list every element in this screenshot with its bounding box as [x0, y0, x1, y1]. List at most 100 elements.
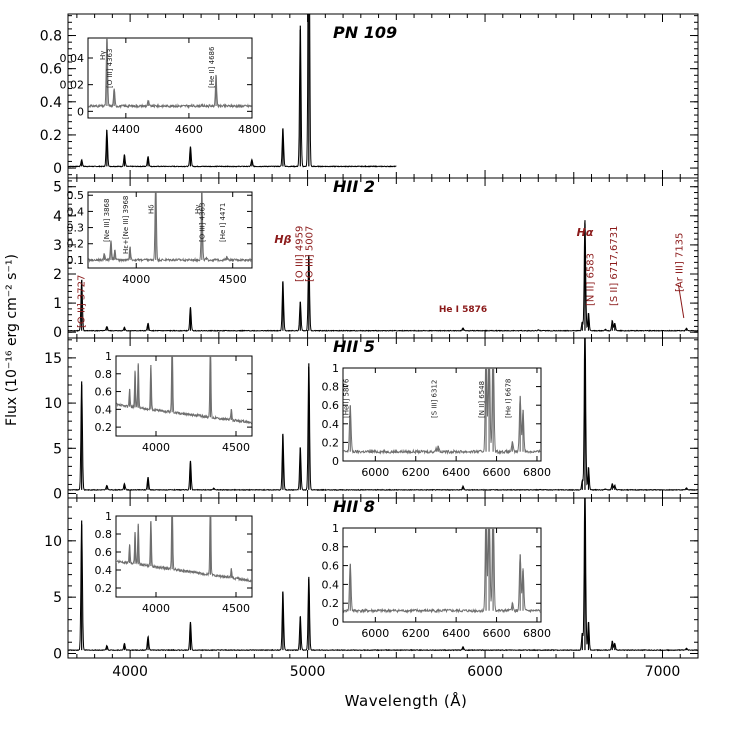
inset-x-tick-label: 6200	[402, 466, 430, 479]
inset-line-label: [He I] 5876	[342, 378, 350, 418]
inset-x-tick-label: 6600	[483, 627, 511, 640]
inset-y-tick-label: 0.4	[95, 564, 113, 577]
inset-y-tick-label: 0.04	[60, 52, 85, 65]
line-label: He I 5876	[439, 305, 487, 315]
x-tick-label: 6000	[467, 664, 503, 680]
inset-y-tick-label: 0.6	[322, 399, 340, 412]
line-label: [S II] 6717,6731	[609, 226, 620, 306]
panel-title: HII 5	[333, 337, 375, 356]
inset-x-tick-label: 6000	[361, 627, 389, 640]
inset-x-tick-label: 6400	[442, 627, 470, 640]
inset-x-tick-label: 4000	[142, 602, 170, 615]
y-tick-label: 0	[53, 486, 62, 502]
inset-y-tick-label: 0.8	[322, 381, 340, 394]
inset-x-tick-label: 4500	[222, 441, 250, 454]
inset-x-tick-label: 4000	[142, 441, 170, 454]
line-label: Hα	[577, 226, 594, 239]
inset-y-tick-label: 0.6	[322, 560, 340, 573]
inset-y-tick-label: 0.2	[95, 421, 113, 434]
inset-y-tick-label: 0.2	[67, 238, 85, 251]
inset-y-tick-label: 1	[105, 510, 112, 523]
inset-y-tick-label: 0.02	[60, 79, 85, 92]
panel-title: PN 109	[333, 23, 397, 42]
inset-y-tick-label: 0.2	[95, 582, 113, 595]
inset-x-tick-label: 6400	[442, 466, 470, 479]
inset-y-tick-label: 0.3	[67, 222, 85, 235]
inset-spectrum-hii5-2	[343, 368, 541, 455]
inset-y-tick-label: 0.5	[67, 189, 85, 202]
inset-line-label: Hε+[Ne III] 3968	[122, 196, 130, 254]
line-label: [N II] 6583	[586, 253, 597, 306]
panel-hii5: 0 5 10 15 HII 5 0.2 0.4 0.6 0.8 1 4000 4500 0 0.2 0.4 0…	[44, 337, 699, 502]
inset-y-tick-label: 0	[332, 455, 339, 468]
inset-line-label: Hγ	[99, 51, 107, 60]
inset-line-label: [He I] 4471	[219, 203, 227, 242]
y-axis-label: Flux (10⁻¹⁶ erg cm⁻² s⁻¹)	[4, 254, 20, 426]
line-label: Hβ	[274, 233, 291, 246]
inset-line-label: [O III] 4363	[198, 203, 206, 242]
inset-x-tick-label: 4400	[112, 123, 140, 136]
inset-y-tick-label: 1	[105, 350, 112, 363]
inset-x-tick-label: 4000	[122, 273, 150, 286]
line-label: [O III] 4959	[295, 226, 306, 282]
inset-y-tick-label: 0.1	[67, 254, 85, 267]
inset-x-tick-label: 6600	[483, 466, 511, 479]
inset-hii5-2: 0 0.2 0.4 0.6 0.8 1 6000 6200 6400 6600 6800 [He I]…	[322, 362, 551, 479]
line-label: [Ar III] 7135	[674, 233, 685, 292]
inset-spectrum-pn109-1	[88, 38, 252, 110]
inset-y-tick-label: 0.8	[95, 368, 113, 381]
inset-x-tick-label: 6000	[361, 466, 389, 479]
y-tick-label: 0	[53, 646, 62, 662]
x-tick-label: 5000	[290, 664, 326, 680]
y-tick-label: 0.6	[40, 62, 62, 78]
inset-line-label: [N II] 6548	[478, 381, 486, 418]
inset-y-tick-label: 0.2	[322, 597, 340, 610]
ar-iii-pointer	[677, 284, 685, 319]
y-tick-label: 0	[53, 325, 62, 341]
inset-y-tick-label: 0.6	[95, 546, 113, 559]
spectrum-hii5	[68, 338, 698, 492]
y-tick-label: 5	[53, 441, 62, 457]
y-tick-label: 0	[53, 161, 62, 177]
inset-line-label: [He II] 4686	[208, 46, 216, 88]
panel-pn109: 0 0.2 0.4 0.6 0.8 PN 109 0 0.02 0.04 4400 4600 4800…	[40, 13, 699, 179]
x-tick-label: 7000	[645, 664, 681, 680]
inset-line-label: Hδ	[148, 204, 156, 214]
spectrum-pn109	[68, 14, 397, 168]
inset-y-tick-label: 0.2	[322, 436, 340, 449]
y-tick-label: 15	[44, 351, 62, 367]
panel-hii8: 0 5 10 HII 8 0.2 0.4 0.6 0.8 1 4000 4500 0 0.2 0.4 0.6…	[44, 497, 699, 662]
y-tick-label: 0.4	[40, 95, 62, 111]
y-tick-label: 1	[53, 296, 62, 312]
inset-y-tick-label: 0	[77, 105, 84, 118]
inset-frame	[115, 355, 253, 437]
inset-x-tick-label: 4800	[238, 123, 266, 136]
inset-hii2-1: 0.1 0.2 0.3 0.4 0.5 4000 4500 [Ne III] 3868 Hε+[…	[67, 189, 253, 286]
y-tick-label: 4	[53, 209, 62, 225]
x-axis-label: Wavelength (Å)	[345, 691, 468, 710]
y-tick-label: 5	[53, 590, 62, 606]
inset-y-tick-label: 0.4	[322, 418, 340, 431]
inset-line-label: Hγ	[194, 205, 202, 214]
x-tick-label: 4000	[112, 664, 148, 680]
inset-x-tick-label: 6800	[523, 627, 551, 640]
inset-y-tick-label: 0.4	[67, 205, 85, 218]
y-tick-label: 10	[44, 534, 62, 550]
inset-spectrum-hii8-2	[343, 528, 541, 614]
inset-line-label: [O III] 4363	[106, 49, 114, 88]
y-tick-label: 0.2	[40, 128, 62, 144]
inset-frame	[342, 367, 542, 462]
inset-y-tick-label: 1	[332, 362, 339, 375]
line-label: [O III] 5007	[304, 226, 315, 282]
inset-y-tick-label: 1	[332, 522, 339, 535]
inset-line-label: [S III] 6312	[430, 380, 438, 418]
inset-y-tick-label: 0.4	[95, 403, 113, 416]
y-tick-label: 10	[44, 396, 62, 412]
inset-hii8-2: 0 0.2 0.4 0.6 0.8 1 6000 6200 6400 6600 6800	[322, 522, 551, 640]
inset-hii8-1: 0.2 0.4 0.6 0.8 1 4000 4500	[95, 510, 253, 615]
y-tick-label: 2	[53, 267, 62, 283]
inset-y-tick-label: 0.4	[322, 578, 340, 591]
panel-frame	[67, 497, 699, 659]
inset-frame	[342, 527, 542, 623]
